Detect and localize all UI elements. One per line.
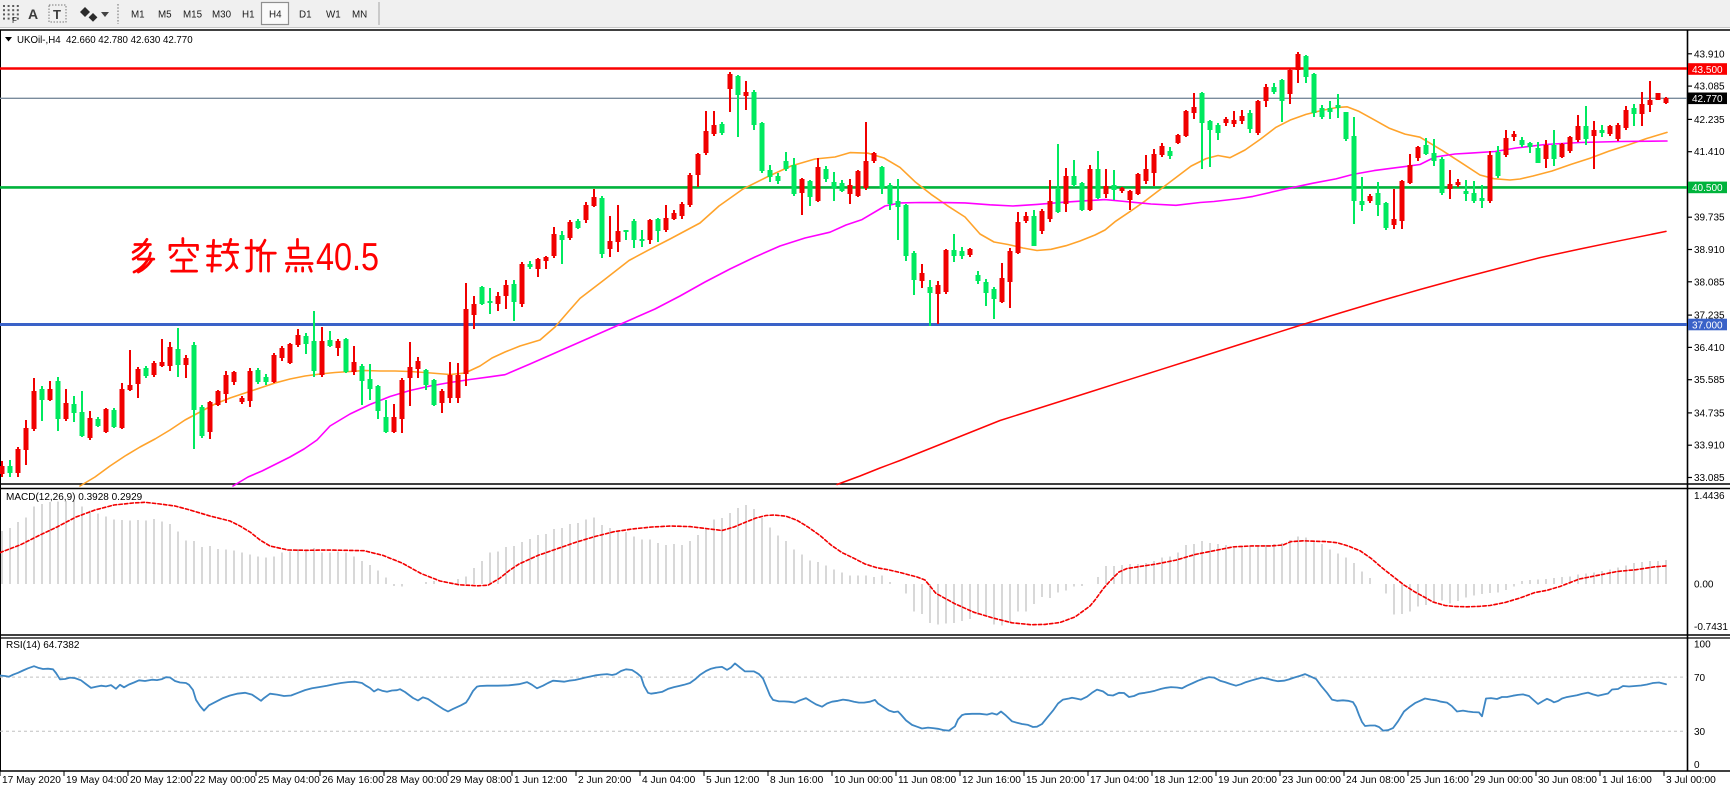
svg-text:15 Jun 20:00: 15 Jun 20:00 bbox=[1026, 775, 1085, 786]
svg-text:D1: D1 bbox=[299, 10, 312, 21]
svg-text:42.770: 42.770 bbox=[1692, 94, 1723, 105]
svg-text:W1: W1 bbox=[326, 10, 341, 21]
svg-text:38.085: 38.085 bbox=[1694, 277, 1725, 288]
svg-text:8 Jun 16:00: 8 Jun 16:00 bbox=[770, 775, 824, 786]
svg-text:A: A bbox=[28, 6, 38, 22]
svg-text:29 May 08:00: 29 May 08:00 bbox=[450, 775, 512, 786]
svg-text:MACD(12,26,9) 0.3928 0.2929: MACD(12,26,9) 0.3928 0.2929 bbox=[6, 492, 143, 503]
svg-text:100: 100 bbox=[1694, 639, 1711, 650]
svg-text:37.235: 37.235 bbox=[1694, 311, 1725, 322]
svg-text:22 May 00:00: 22 May 00:00 bbox=[194, 775, 256, 786]
svg-text:28 May 00:00: 28 May 00:00 bbox=[386, 775, 448, 786]
svg-text:12 Jun 16:00: 12 Jun 16:00 bbox=[962, 775, 1021, 786]
svg-text:F: F bbox=[12, 16, 17, 25]
svg-text:19 May 04:00: 19 May 04:00 bbox=[66, 775, 128, 786]
svg-text:2 Jun 20:00: 2 Jun 20:00 bbox=[578, 775, 632, 786]
svg-text:34.735: 34.735 bbox=[1694, 408, 1725, 419]
svg-text:3 Jul 00:00: 3 Jul 00:00 bbox=[1666, 775, 1716, 786]
svg-text:39.735: 39.735 bbox=[1694, 213, 1725, 224]
svg-text:30 Jun 08:00: 30 Jun 08:00 bbox=[1538, 775, 1597, 786]
svg-text:0.00: 0.00 bbox=[1694, 579, 1714, 590]
svg-text:1.4436: 1.4436 bbox=[1694, 491, 1725, 502]
svg-text:M1: M1 bbox=[131, 10, 145, 21]
svg-text:36.410: 36.410 bbox=[1694, 343, 1725, 354]
svg-text:30: 30 bbox=[1694, 727, 1706, 738]
svg-text:H4: H4 bbox=[269, 10, 282, 21]
svg-text:43.085: 43.085 bbox=[1694, 82, 1725, 93]
svg-text:35.585: 35.585 bbox=[1694, 375, 1725, 386]
svg-text:UKOil-,H4 42.660 42.780 42.63: UKOil-,H4 42.660 42.780 42.630 42.770 bbox=[17, 35, 193, 46]
svg-text:40.500: 40.500 bbox=[1692, 183, 1723, 194]
svg-text:-0.7431: -0.7431 bbox=[1694, 622, 1728, 633]
svg-text:33.085: 33.085 bbox=[1694, 473, 1725, 484]
svg-text:0: 0 bbox=[1694, 760, 1700, 771]
svg-text:26 May 16:00: 26 May 16:00 bbox=[322, 775, 384, 786]
svg-text:43.910: 43.910 bbox=[1694, 49, 1725, 60]
svg-text:29 Jun 00:00: 29 Jun 00:00 bbox=[1474, 775, 1533, 786]
svg-text:10 Jun 00:00: 10 Jun 00:00 bbox=[834, 775, 893, 786]
svg-text:33.910: 33.910 bbox=[1694, 441, 1725, 452]
svg-text:41.410: 41.410 bbox=[1694, 147, 1725, 158]
svg-text:43.500: 43.500 bbox=[1692, 65, 1723, 76]
svg-text:1 Jul 16:00: 1 Jul 16:00 bbox=[1602, 775, 1652, 786]
svg-text:RSI(14) 64.7382: RSI(14) 64.7382 bbox=[6, 640, 80, 651]
svg-text:M30: M30 bbox=[212, 10, 232, 21]
svg-text:23 Jun 00:00: 23 Jun 00:00 bbox=[1282, 775, 1341, 786]
svg-text:M5: M5 bbox=[158, 10, 172, 21]
svg-text:M15: M15 bbox=[183, 10, 203, 21]
svg-text:42.235: 42.235 bbox=[1694, 115, 1725, 126]
svg-text:17 May 2020: 17 May 2020 bbox=[2, 775, 61, 786]
svg-text:18 Jun 12:00: 18 Jun 12:00 bbox=[1154, 775, 1213, 786]
svg-text:37.000: 37.000 bbox=[1692, 320, 1723, 331]
svg-text:T: T bbox=[53, 7, 61, 22]
svg-text:5 Jun 12:00: 5 Jun 12:00 bbox=[706, 775, 760, 786]
svg-text:H1: H1 bbox=[242, 10, 255, 21]
svg-text:24 Jun 08:00: 24 Jun 08:00 bbox=[1346, 775, 1405, 786]
svg-text:20 May 12:00: 20 May 12:00 bbox=[130, 775, 192, 786]
svg-text:MN: MN bbox=[352, 10, 367, 21]
svg-text:1 Jun 12:00: 1 Jun 12:00 bbox=[514, 775, 568, 786]
svg-text:70: 70 bbox=[1694, 673, 1706, 684]
svg-text:11 Jun 08:00: 11 Jun 08:00 bbox=[898, 775, 956, 786]
svg-text:25 Jun 16:00: 25 Jun 16:00 bbox=[1410, 775, 1469, 786]
svg-text:40.5: 40.5 bbox=[316, 236, 379, 279]
svg-text:38.910: 38.910 bbox=[1694, 245, 1725, 256]
svg-text:17 Jun 04:00: 17 Jun 04:00 bbox=[1090, 775, 1149, 786]
svg-text:4 Jun 04:00: 4 Jun 04:00 bbox=[642, 775, 696, 786]
svg-text:25 May 04:00: 25 May 04:00 bbox=[258, 775, 320, 786]
svg-text:19 Jun 20:00: 19 Jun 20:00 bbox=[1218, 775, 1277, 786]
